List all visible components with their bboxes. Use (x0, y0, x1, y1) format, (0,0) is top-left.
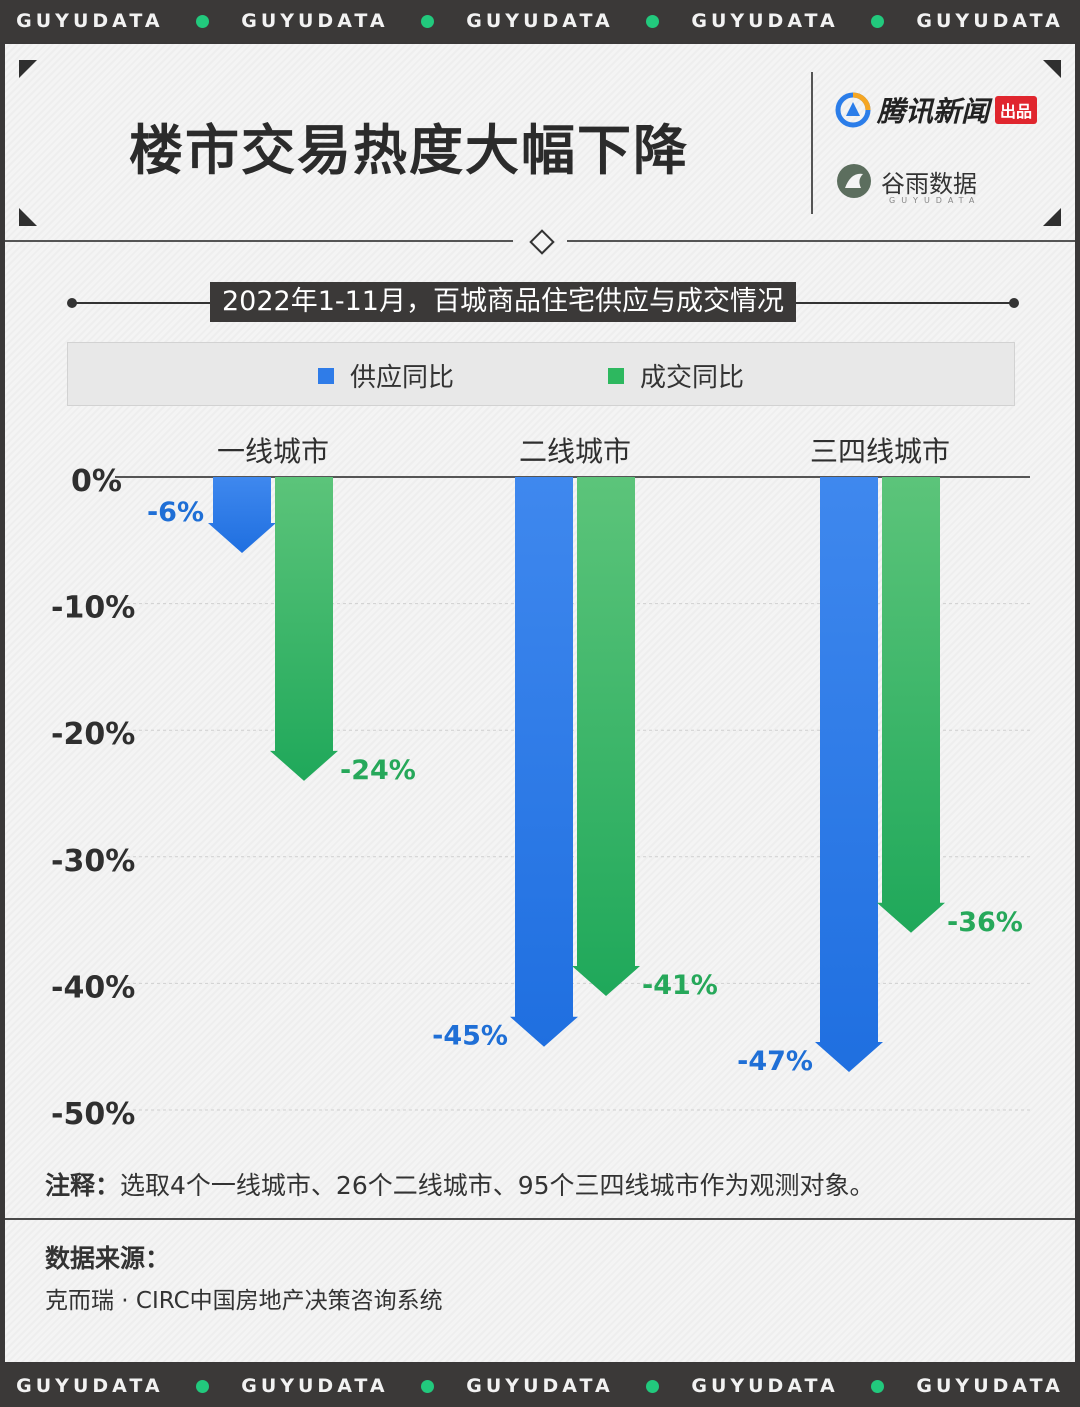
strip-dot-icon (646, 14, 660, 28)
brand-primary-tag: 出品 (995, 96, 1038, 124)
header-divider (811, 72, 813, 214)
page-title: 楼市交易热度大幅下降 (129, 119, 689, 182)
source-label: 数据来源： (45, 1244, 171, 1273)
rule-end-dot-icon (1009, 298, 1019, 308)
y-tick-label: -40% (51, 970, 135, 1005)
source-text: 克而瑞 · CIRC中国房地产决策咨询系统 (45, 1288, 443, 1314)
strip-word: GUYUDATA (16, 1375, 164, 1397)
strip-dot-icon (646, 1379, 660, 1393)
tencent-news-logo-icon (835, 92, 871, 128)
deal-bar (270, 477, 338, 781)
note-text: 选取4个一线城市、26个二线城市、95个三四线城市作为观测对象。 (120, 1171, 875, 1200)
strip-dot-icon (871, 1379, 885, 1393)
strip-dot-icon (420, 14, 434, 28)
y-tick-label: 0% (71, 464, 122, 499)
y-tick-label: -10% (51, 591, 135, 626)
strip-word: GUYUDATA (916, 1375, 1064, 1397)
supply-bar (510, 477, 578, 1047)
bottom-brand-strip: GUYUDATA GUYUDATA GUYUDATA GUYUDATA GUYU… (0, 1365, 1080, 1407)
bar-chart: 0% -10% -20% -30% -40% -50% 一线城市 二线城市 三四线城市 -6% -4… (51, 435, 1030, 1132)
brand-primary-name: 腾讯新闻 (877, 95, 990, 128)
brand-secondary-sub: GUYUDATA (889, 196, 981, 205)
legend-label-deal: 成交同比 (640, 363, 745, 393)
y-tick-label: -50% (51, 1097, 135, 1132)
corner-mark-icon (19, 208, 37, 226)
chart-title: 2022年1-11月，百城商品住宅供应与成交情况 (210, 282, 796, 322)
note-label: 注释： (45, 1171, 121, 1200)
corner-mark-icon (1043, 208, 1061, 226)
corner-mark-icon (19, 60, 37, 78)
legend-item-supply: 供应同比 (318, 357, 454, 394)
data-label: -47% (737, 1046, 813, 1077)
guyu-logo-icon (837, 164, 871, 198)
top-brand-strip: GUYUDATA GUYUDATA GUYUDATA GUYUDATA GUYU… (0, 0, 1080, 42)
data-label: -41% (642, 970, 718, 1001)
data-label: -24% (340, 755, 416, 786)
x-category-label: 一线城市 (217, 435, 329, 468)
data-label: -6% (147, 497, 204, 528)
strip-word: GUYUDATA (691, 10, 839, 32)
strip-word: GUYUDATA (466, 10, 614, 32)
corner-mark-icon (1043, 60, 1061, 78)
strip-dot-icon (195, 14, 209, 28)
legend-swatch-supply (318, 367, 334, 384)
content-panel: 楼市交易热度大幅下降 腾讯新闻 出品 谷雨数据 GUYUDATA 2022年1-… (5, 44, 1075, 1362)
strip-word: GUYUDATA (16, 10, 164, 32)
strip-word: GUYUDATA (241, 1375, 389, 1397)
legend-swatch-deal (608, 367, 624, 384)
section-divider-left (5, 240, 513, 242)
section-divider-right (567, 240, 1075, 242)
footer-divider (5, 1218, 1075, 1220)
brand-secondary-name: 谷雨数据 (881, 169, 977, 198)
data-label: -45% (432, 1021, 508, 1052)
strip-word: GUYUDATA (241, 10, 389, 32)
chart-legend: 供应同比 成交同比 (67, 342, 1015, 406)
x-category-label: 三四线城市 (810, 435, 950, 468)
deal-bar (572, 477, 640, 997)
strip-word: GUYUDATA (466, 1375, 614, 1397)
strip-word: GUYUDATA (916, 10, 1064, 32)
strip-dot-icon (420, 1379, 434, 1393)
y-tick-label: -20% (51, 717, 135, 752)
y-tick-label: -30% (51, 844, 135, 879)
supply-bar (815, 477, 883, 1073)
x-category-label: 二线城市 (519, 435, 631, 468)
deal-bar (877, 477, 945, 933)
brand-tencent-news: 腾讯新闻 出品 (835, 90, 1038, 130)
strip-word: GUYUDATA (691, 1375, 839, 1397)
chart-note: 注释：选取4个一线城市、26个二线城市、95个三四线城市作为观测对象。 (45, 1166, 875, 1202)
brand-guyu-data: 谷雨数据 GUYUDATA (835, 162, 977, 205)
supply-bar (208, 477, 276, 553)
legend-label-supply: 供应同比 (350, 363, 455, 393)
data-label: -36% (947, 907, 1023, 938)
strip-dot-icon (195, 1379, 209, 1393)
rule-end-dot-icon (67, 298, 77, 308)
strip-dot-icon (871, 14, 885, 28)
legend-item-deal: 成交同比 (608, 357, 744, 394)
